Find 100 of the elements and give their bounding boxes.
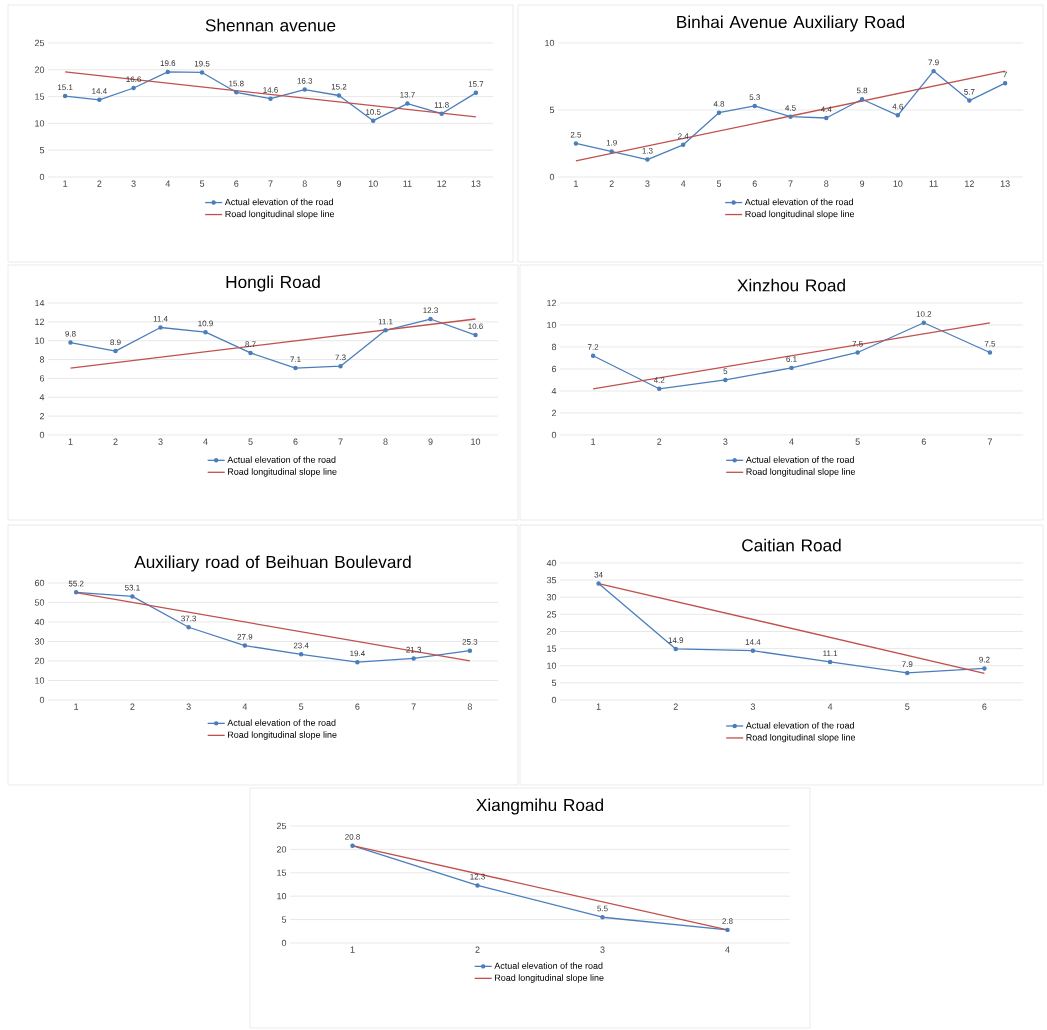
x-tick-label: 4 <box>242 703 248 710</box>
y-tick-label: 6 <box>551 365 557 373</box>
x-tick-label: 7 <box>788 180 793 187</box>
x-tick-label: 3 <box>600 946 605 953</box>
y-tick-label: 2 <box>551 409 557 417</box>
chart-title: Auxiliary road of Beihuan Boulevard <box>134 555 411 572</box>
x-tick-label: 4 <box>789 438 794 445</box>
y-tick-label: 12 <box>547 299 557 307</box>
point <box>982 666 987 671</box>
point <box>248 350 253 356</box>
point <box>158 325 163 330</box>
x-tick-label: 2 <box>130 703 135 710</box>
x-tick-label: 10 <box>893 180 903 187</box>
legend-label: Road longitudinal slope line <box>746 468 856 477</box>
point <box>242 643 248 648</box>
point <box>62 93 68 99</box>
point <box>293 365 298 371</box>
x-tick-label: 11 <box>929 180 938 187</box>
legend-label: Actual elevation of the road <box>745 721 854 729</box>
point <box>905 670 910 676</box>
y-tick-label: 6 <box>39 375 45 382</box>
x-tick-label: 3 <box>645 180 650 187</box>
y-tick-label: 5 <box>549 106 555 114</box>
point <box>113 348 118 354</box>
point <box>130 594 135 599</box>
y-tick-label: 8 <box>551 343 557 351</box>
x-tick-label: 4 <box>165 180 171 187</box>
x-tick-label: 13 <box>471 180 481 187</box>
x-tick-label: 1 <box>574 180 578 187</box>
x-tick-label: 3 <box>723 438 728 445</box>
point <box>298 652 304 657</box>
y-tick-label: 25 <box>276 822 287 830</box>
point <box>596 581 601 586</box>
y-tick-label: 0 <box>39 173 45 181</box>
x-tick-label: 7 <box>987 438 992 445</box>
x-tick-label: 2 <box>657 438 662 445</box>
point <box>428 316 433 322</box>
legend-label: Road longitudinal slope line <box>495 974 604 983</box>
y-tick-label: 25 <box>34 39 45 47</box>
point <box>473 90 479 96</box>
chart-title: Shennan avenue <box>205 18 336 32</box>
y-tick-label: 10 <box>35 337 45 344</box>
legend-label: Road longitudinal slope line <box>228 468 337 477</box>
y-tick-label: 4 <box>551 387 557 395</box>
x-tick-label: 8 <box>467 703 472 710</box>
x-tick-label: 11 <box>403 180 412 187</box>
y-tick-label: 0 <box>39 696 45 704</box>
point <box>827 659 833 665</box>
x-tick-label: 8 <box>302 180 307 187</box>
x-tick-label: 1 <box>591 438 596 445</box>
point <box>645 157 650 162</box>
y-tick-label: 10 <box>545 39 555 47</box>
x-tick-label: 2 <box>113 438 118 445</box>
y-tick-label: 0 <box>39 431 45 439</box>
point <box>411 656 416 661</box>
point <box>750 648 756 653</box>
y-tick-label: 20 <box>546 628 557 635</box>
x-tick-label: 6 <box>982 703 987 710</box>
point <box>405 101 410 106</box>
y-tick-label: 20 <box>34 66 45 73</box>
y-tick-label: 0 <box>551 696 557 704</box>
x-tick-label: 5 <box>716 180 722 187</box>
y-tick-label: 0 <box>551 431 557 439</box>
chart-title: Hongli Road <box>226 275 320 292</box>
point <box>473 332 478 338</box>
point <box>723 377 728 383</box>
y-tick-label: 4 <box>39 394 45 401</box>
point <box>931 68 936 74</box>
chart-title: Xinzhou Road <box>737 278 845 292</box>
legend-label: Actual elevation of the road <box>745 456 854 463</box>
x-tick-label: 1 <box>350 946 355 953</box>
y-tick-label: 5 <box>39 147 45 154</box>
point <box>725 927 730 933</box>
point <box>370 118 376 123</box>
point <box>475 883 480 888</box>
y-tick-label: 40 <box>546 559 557 567</box>
point <box>590 353 596 359</box>
point <box>97 97 102 103</box>
x-tick-label: 6 <box>921 438 926 445</box>
x-tick-label: 3 <box>186 703 191 710</box>
point <box>338 363 343 369</box>
y-tick-label: 10 <box>547 321 557 329</box>
point <box>600 915 605 920</box>
y-tick-label: 5 <box>281 916 287 923</box>
point <box>268 96 273 101</box>
point <box>859 97 865 102</box>
point <box>656 386 662 392</box>
x-tick-label: 8 <box>824 180 829 187</box>
point <box>716 110 722 115</box>
x-tick-label: 1 <box>68 438 73 445</box>
y-tick-label: 15 <box>547 645 557 652</box>
y-tick-label: 60 <box>34 579 45 587</box>
y-tick-label: 5 <box>551 679 557 686</box>
y-tick-label: 10 <box>35 677 45 684</box>
y-tick-label: 30 <box>34 638 45 645</box>
x-tick-label: 12 <box>437 180 447 187</box>
y-tick-label: 2 <box>39 412 45 420</box>
x-tick-label: 12 <box>965 180 974 187</box>
point <box>131 85 136 91</box>
x-tick-label: 1 <box>74 703 79 710</box>
